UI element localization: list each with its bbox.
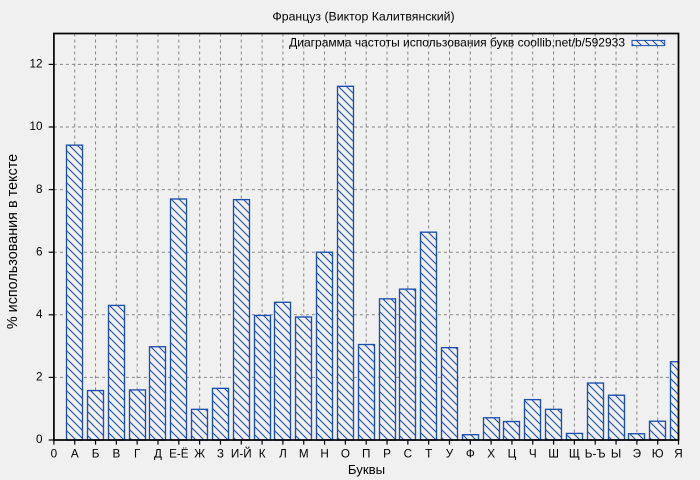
svg-text:2: 2 — [36, 371, 43, 384]
svg-text:Р: Р — [383, 448, 391, 461]
svg-text:Ф: Ф — [466, 448, 475, 461]
svg-text:Г: Г — [134, 448, 141, 461]
svg-text:Ж: Ж — [194, 448, 205, 461]
svg-text:П: П — [362, 448, 370, 461]
svg-text:Э: Э — [633, 448, 641, 461]
svg-text:Б: Б — [92, 448, 100, 461]
svg-text:Ц: Ц — [508, 448, 517, 461]
svg-text:0: 0 — [36, 433, 43, 446]
svg-text:Н: Н — [320, 448, 328, 461]
svg-text:Ч: Ч — [529, 448, 537, 461]
svg-text:Т: Т — [425, 448, 432, 461]
svg-text:10: 10 — [29, 120, 43, 133]
svg-text:Е-Ё: Е-Ё — [169, 448, 189, 461]
svg-text:Ш: Ш — [548, 448, 559, 461]
svg-text:8: 8 — [36, 183, 43, 196]
svg-text:А: А — [71, 448, 79, 461]
svg-text:0: 0 — [51, 448, 58, 461]
svg-text:В: В — [112, 448, 120, 461]
svg-text:И-Й: И-Й — [231, 448, 252, 461]
svg-text:С: С — [404, 448, 412, 461]
svg-text:З: З — [217, 448, 224, 461]
svg-text:6: 6 — [36, 245, 43, 258]
svg-text:Д: Д — [154, 448, 162, 461]
svg-text:Диаграмма частоты использовани: Диаграмма частоты использования букв coo… — [289, 36, 625, 50]
svg-text:Х: Х — [487, 448, 495, 461]
svg-text:Л: Л — [279, 448, 287, 461]
svg-text:Ю: Ю — [652, 448, 664, 461]
svg-text:К: К — [259, 448, 266, 461]
svg-text:О: О — [341, 448, 350, 461]
svg-text:Француз (Виктор Калитвянский): Француз (Виктор Калитвянский) — [272, 10, 454, 24]
svg-text:Ы: Ы — [611, 448, 621, 461]
svg-text:Ь-Ъ: Ь-Ъ — [585, 448, 606, 461]
svg-text:Буквы: Буквы — [348, 462, 385, 477]
svg-text:У: У — [446, 448, 454, 461]
svg-text:12: 12 — [29, 58, 42, 71]
svg-text:Я: Я — [674, 448, 682, 461]
svg-text:М: М — [299, 448, 309, 461]
svg-text:Щ: Щ — [569, 448, 580, 461]
svg-text:% использования в тексте: % использования в тексте — [5, 154, 21, 329]
svg-text:4: 4 — [36, 308, 43, 321]
